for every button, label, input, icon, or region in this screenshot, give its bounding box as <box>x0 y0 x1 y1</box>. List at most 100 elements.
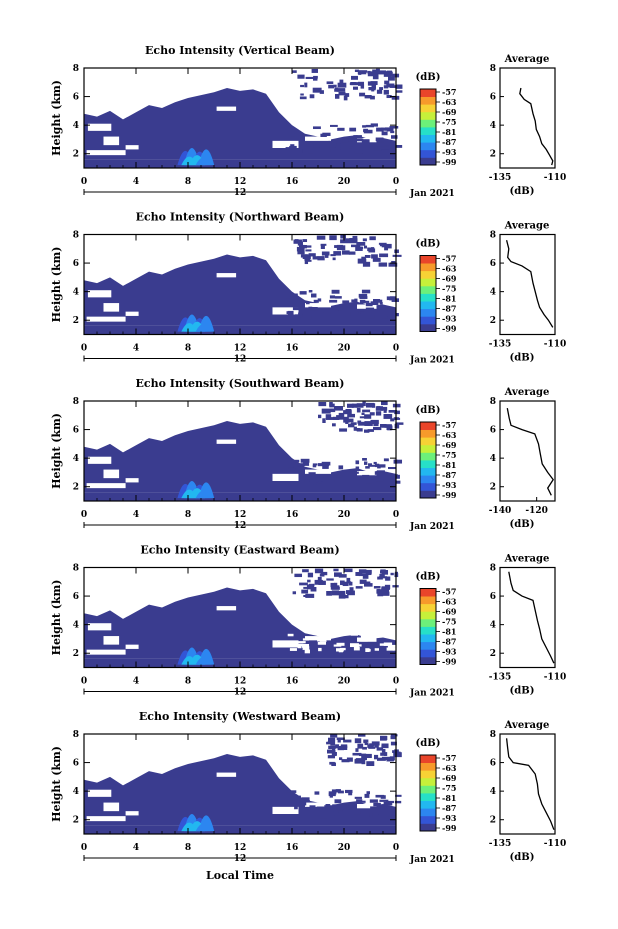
echo-speck <box>297 74 305 79</box>
echo-speck <box>381 756 391 761</box>
echo-speck <box>382 315 388 319</box>
profile-y-tick-label: 8 <box>490 231 496 241</box>
colorbar-tick-label: -87 <box>442 304 456 314</box>
echo-speck <box>330 408 336 413</box>
echo-speck <box>307 150 314 154</box>
colorbar-segment <box>420 815 436 824</box>
echo-speck <box>312 256 319 260</box>
echo-speck <box>361 759 366 765</box>
colorbar-tick-label: -81 <box>442 627 456 637</box>
echo-speck <box>328 84 335 89</box>
echo-speck <box>367 71 376 77</box>
echo-speck <box>356 309 366 312</box>
echo-speck <box>372 257 381 262</box>
echo-speck <box>300 84 305 88</box>
colorbar-tick-label: -81 <box>442 793 456 803</box>
date-label: Jan 2021 <box>409 522 455 532</box>
colorbar: (dB)-57-63-69-75-81-87-93-99 <box>416 239 457 334</box>
clear-air-gap <box>86 150 126 156</box>
echo-speck <box>331 590 340 596</box>
echo-speck <box>334 245 338 248</box>
echo-speck <box>343 410 352 415</box>
echo-speck <box>330 124 338 127</box>
echo-speck <box>321 461 331 466</box>
colorbar-tick-label: -99 <box>442 324 457 334</box>
echo-speck <box>381 749 386 753</box>
panel-title: Echo Intensity (Vertical Beam) <box>145 44 335 57</box>
echo-speck <box>349 587 354 592</box>
echo-speck <box>337 127 345 131</box>
y-tick-label: 8 <box>73 397 79 407</box>
panel-2: Echo Intensity (Southward Beam) 2 4 6 8 Heigh… <box>50 377 556 532</box>
panel-4: Echo Intensity (Westward Beam) 2 4 6 8 Height… <box>50 710 566 865</box>
profile-y-tick-label: 6 <box>490 93 496 103</box>
echo-speck <box>318 475 324 479</box>
echo-speck <box>367 744 374 748</box>
colorbar-unit: (dB) <box>416 405 441 416</box>
echo-speck <box>314 579 323 585</box>
colorbar-segment <box>420 111 436 120</box>
echo-speck <box>346 581 352 584</box>
echo-speck <box>354 471 359 474</box>
echo-speck <box>342 581 349 587</box>
echo-speck <box>359 299 366 304</box>
echo-speck <box>301 589 309 594</box>
echo-speck <box>395 90 403 93</box>
echo-speck <box>324 141 329 145</box>
heatmap-area <box>84 401 404 501</box>
clear-air-gap <box>216 439 237 444</box>
echo-speck <box>329 795 333 798</box>
echo-speck <box>382 143 390 146</box>
colorbar-tick-label: -99 <box>442 490 457 500</box>
echo-speck <box>362 474 370 479</box>
echo-speck <box>328 745 336 750</box>
echo-speck <box>336 139 343 144</box>
echo-speck <box>336 142 341 147</box>
echo-speck <box>335 87 339 90</box>
echo-speck <box>374 71 379 76</box>
colorbar-segment <box>420 263 436 272</box>
colorbar-segment <box>420 588 436 597</box>
x-tick-label: 0 <box>393 344 399 354</box>
echo-speck <box>380 752 387 756</box>
echo-speck <box>379 87 384 90</box>
echo-speck <box>319 815 328 819</box>
x-tick-label: 20 <box>338 677 351 687</box>
x-tick-label: 0 <box>393 177 399 187</box>
echo-speck <box>390 418 395 422</box>
profile-x-tick-label: -135 <box>489 173 512 183</box>
echo-speck <box>385 414 390 419</box>
echo-speck <box>367 648 371 652</box>
echo-speck <box>386 128 394 132</box>
echo-speck <box>339 757 343 761</box>
echo-speck <box>289 648 297 651</box>
echo-speck <box>348 146 353 149</box>
echo-speck <box>376 68 380 74</box>
echo-speck <box>362 574 369 579</box>
echo-speck <box>303 626 311 631</box>
x-tick-label: 4 <box>133 177 139 187</box>
colorbar-segment <box>420 785 436 794</box>
colorbar-segment <box>420 157 436 166</box>
colorbar-segment <box>420 777 436 786</box>
x-tick-label: 20 <box>338 510 351 520</box>
colorbar-tick-label: -69 <box>442 107 457 117</box>
echo-speck <box>374 648 379 651</box>
echo-speck <box>302 239 308 243</box>
colorbar-segment <box>420 460 436 468</box>
echo-speck <box>336 415 344 420</box>
echo-speck <box>350 643 359 648</box>
colorbar: (dB)-57-63-69-75-81-87-93-99 <box>416 405 457 500</box>
echo-speck <box>299 802 307 806</box>
y-tick-label: 8 <box>73 730 79 740</box>
echo-speck <box>390 316 395 321</box>
echo-speck <box>348 805 355 810</box>
echo-speck <box>304 649 310 654</box>
echo-speck <box>332 752 337 756</box>
y-tick-label: 2 <box>73 483 79 493</box>
clear-air-gap <box>125 811 139 816</box>
profile-y-tick-label: 2 <box>490 316 496 326</box>
colorbar-segment <box>420 127 436 135</box>
echo-speck <box>375 137 384 142</box>
echo-speck <box>366 791 371 795</box>
